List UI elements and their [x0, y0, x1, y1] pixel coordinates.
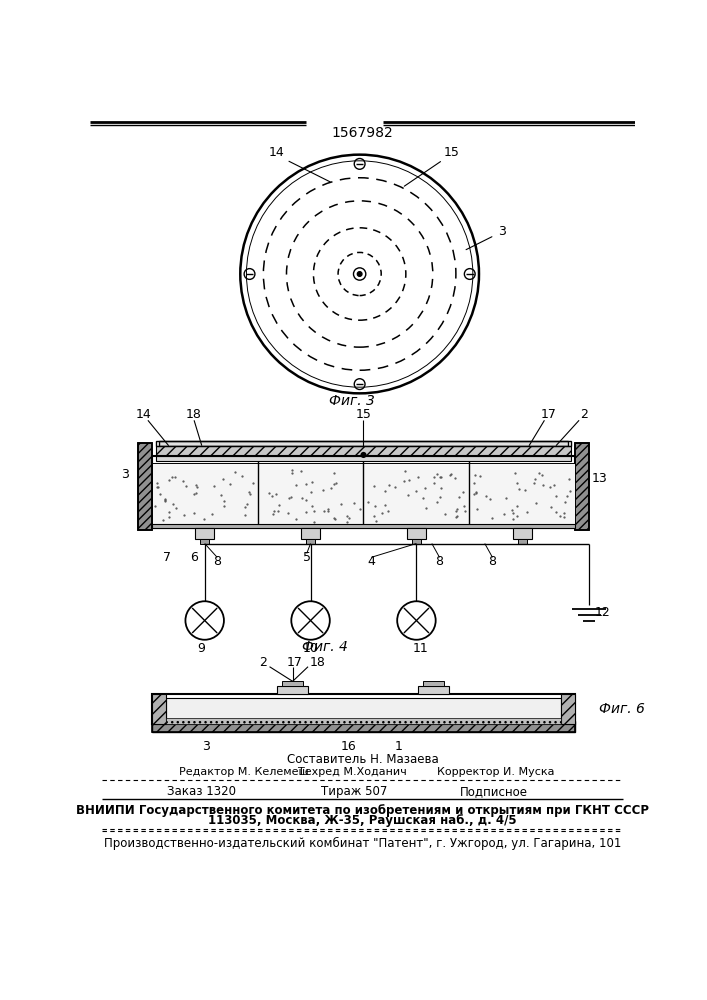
Bar	[277, 686, 308, 694]
Bar	[152, 694, 165, 724]
Bar	[513, 528, 532, 539]
Text: 8: 8	[489, 555, 496, 568]
Text: Фиг. 6: Фиг. 6	[599, 702, 644, 716]
Text: 10: 10	[303, 642, 318, 655]
Bar	[200, 539, 209, 544]
Bar	[411, 539, 421, 544]
Text: 8: 8	[214, 555, 221, 568]
Bar	[418, 686, 449, 694]
Text: 3: 3	[498, 225, 506, 238]
Text: Техред М.Ходанич: Техред М.Ходанич	[298, 767, 407, 777]
Text: 14: 14	[136, 408, 152, 421]
Bar	[165, 698, 561, 722]
Bar	[156, 446, 571, 456]
Bar	[561, 694, 575, 724]
Bar	[156, 441, 571, 446]
Text: 11: 11	[412, 642, 428, 655]
Bar	[152, 463, 257, 524]
Bar	[138, 443, 152, 530]
Bar	[575, 443, 589, 530]
Bar	[423, 681, 444, 686]
Bar	[257, 463, 363, 524]
Bar	[152, 721, 575, 732]
Text: Фиг. 3: Фиг. 3	[329, 394, 375, 408]
Text: 14: 14	[269, 146, 284, 159]
Text: 1: 1	[395, 740, 402, 753]
Text: 3: 3	[121, 468, 129, 481]
Bar	[363, 463, 469, 524]
Text: 17: 17	[540, 408, 556, 421]
Bar	[282, 681, 303, 686]
Bar	[156, 456, 571, 461]
Text: ВНИИПИ Государственного комитета по изобретениям и открытиям при ГКНТ СССР: ВНИИПИ Государственного комитета по изоб…	[76, 804, 649, 817]
Bar	[152, 456, 575, 528]
Text: Корректор И. Муска: Корректор И. Муска	[437, 767, 554, 777]
Text: Подписное: Подписное	[460, 785, 527, 798]
Bar	[518, 539, 527, 544]
Bar	[195, 528, 214, 539]
Text: 3: 3	[201, 740, 209, 753]
Text: 15: 15	[356, 408, 371, 421]
Bar	[160, 441, 568, 446]
Text: 18: 18	[186, 408, 202, 421]
Bar	[165, 718, 561, 724]
Bar	[138, 443, 152, 530]
Text: 16: 16	[340, 740, 356, 753]
Text: Тираж 507: Тираж 507	[321, 785, 387, 798]
Text: 8: 8	[436, 555, 443, 568]
Text: 5: 5	[303, 551, 310, 564]
Text: 6: 6	[190, 551, 198, 564]
Bar	[407, 528, 426, 539]
Circle shape	[357, 272, 362, 276]
Text: 113035, Москва, Ж-35, Раушская наб., д. 4/5: 113035, Москва, Ж-35, Раушская наб., д. …	[209, 814, 517, 827]
Bar	[152, 524, 575, 528]
Text: 13: 13	[592, 472, 608, 485]
Bar	[469, 463, 575, 524]
Text: 2: 2	[580, 408, 588, 421]
Text: 9: 9	[197, 642, 205, 655]
Text: Фиг. 4: Фиг. 4	[302, 640, 348, 654]
Bar	[575, 443, 589, 530]
Text: Производственно-издательский комбинат "Патент", г. Ужгород, ул. Гагарина, 101: Производственно-издательский комбинат "П…	[104, 837, 621, 850]
Text: Составитель Н. Мазаева: Составитель Н. Мазаева	[287, 753, 438, 766]
Bar	[152, 721, 575, 732]
Text: 17: 17	[286, 656, 302, 669]
Bar	[306, 539, 315, 544]
Text: 7: 7	[163, 551, 171, 564]
Text: 2: 2	[259, 656, 267, 669]
Text: 1567982: 1567982	[332, 126, 394, 140]
Text: 15: 15	[444, 146, 460, 159]
Text: 12: 12	[595, 606, 611, 619]
Text: Редактор М. Келемеш: Редактор М. Келемеш	[179, 767, 308, 777]
Text: 4: 4	[367, 555, 375, 568]
Bar	[301, 528, 320, 539]
Bar	[152, 694, 575, 724]
Text: 18: 18	[310, 656, 325, 669]
Text: Заказ 1320: Заказ 1320	[167, 785, 236, 798]
Circle shape	[361, 452, 366, 458]
